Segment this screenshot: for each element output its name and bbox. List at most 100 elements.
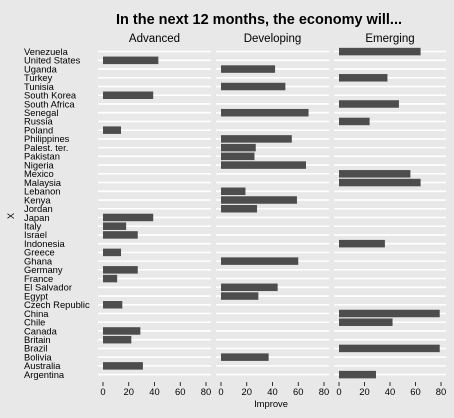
category-label-italy: Italy bbox=[24, 221, 42, 232]
bar-emerging-chile bbox=[339, 318, 393, 326]
chart-title: In the next 12 months, the economy will.… bbox=[116, 12, 402, 28]
x-axis-title: Improve bbox=[254, 398, 288, 409]
bar-advanced-poland bbox=[103, 126, 122, 134]
facet-strip-advanced bbox=[98, 30, 211, 46]
x-tick-label: 40 bbox=[149, 386, 159, 397]
x-tick-label: 60 bbox=[410, 386, 420, 397]
category-label-turkey: Turkey bbox=[24, 72, 53, 83]
facet-strip-developing bbox=[216, 30, 329, 46]
bar-advanced-britain bbox=[103, 335, 132, 344]
bar-developing-senegal bbox=[221, 108, 309, 117]
category-label-ghana: Ghana bbox=[24, 255, 53, 266]
category-label-germany: Germany bbox=[24, 264, 63, 275]
bar-emerging-malaysia bbox=[339, 178, 421, 187]
category-label-el-salvador: El Salvador bbox=[24, 282, 72, 293]
x-tick-label: 0 bbox=[336, 386, 341, 397]
bar-emerging-south-africa bbox=[339, 100, 399, 108]
category-label-china: China bbox=[24, 308, 49, 319]
x-tick-label: 20 bbox=[242, 386, 252, 397]
x-tick-label: 20 bbox=[359, 386, 369, 397]
bar-emerging-brazil bbox=[339, 344, 440, 353]
bar-emerging-venezuela bbox=[339, 47, 421, 56]
bar-emerging-indonesia bbox=[339, 239, 385, 248]
bar-emerging-russia bbox=[339, 117, 370, 126]
bar-developing-tunisia bbox=[221, 82, 286, 91]
category-label-tunisia: Tunisia bbox=[24, 81, 55, 92]
bar-developing-jordan bbox=[221, 204, 258, 213]
x-tick-label: 80 bbox=[319, 386, 329, 397]
bar-developing-el-salvador bbox=[221, 283, 278, 292]
category-label-czech-republic: Czech Republic bbox=[24, 299, 90, 310]
bar-advanced-united-states bbox=[103, 56, 159, 65]
bar-advanced-japan bbox=[103, 213, 154, 222]
bar-developing-kenya bbox=[221, 196, 297, 204]
category-label-lebanon: Lebanon bbox=[24, 186, 61, 197]
bar-advanced-italy bbox=[103, 222, 127, 230]
x-tick-label: 40 bbox=[267, 386, 277, 397]
category-label-chile: Chile bbox=[24, 317, 45, 328]
category-label-brazil: Brazil bbox=[24, 343, 47, 354]
bar-developing-egypt bbox=[221, 292, 259, 300]
bar-advanced-greece bbox=[103, 248, 122, 257]
category-label-south-africa: South Africa bbox=[24, 98, 75, 109]
bar-developing-pakistan bbox=[221, 152, 255, 161]
bar-advanced-australia bbox=[103, 362, 143, 370]
bar-developing-philippines bbox=[221, 135, 292, 143]
category-label-philippines: Philippines bbox=[24, 133, 70, 144]
category-label-greece: Greece bbox=[24, 247, 55, 258]
bar-developing-lebanon bbox=[221, 187, 246, 196]
category-label-egypt: Egypt bbox=[24, 290, 48, 301]
bar-emerging-argentina bbox=[339, 370, 376, 379]
category-label-uganda: Uganda bbox=[24, 63, 58, 74]
x-tick-label: 80 bbox=[201, 386, 211, 397]
category-label-malaysia: Malaysia bbox=[24, 177, 62, 188]
bar-advanced-france bbox=[103, 274, 118, 283]
category-label-argentina: Argentina bbox=[24, 369, 65, 380]
category-label-senegal: Senegal bbox=[24, 107, 58, 118]
x-tick-label: 20 bbox=[124, 386, 134, 397]
facet-label-developing: Developing bbox=[244, 33, 302, 45]
x-tick-label: 0 bbox=[218, 386, 223, 397]
bar-advanced-germany bbox=[103, 266, 138, 274]
bar-advanced-czech-republic bbox=[103, 301, 123, 309]
category-label-australia: Australia bbox=[24, 360, 61, 371]
bar-emerging-mexico bbox=[339, 170, 411, 178]
category-label-israel: Israel bbox=[24, 229, 47, 240]
category-label-kenya: Kenya bbox=[24, 194, 51, 205]
category-label-poland: Poland bbox=[24, 124, 53, 135]
bar-developing-nigeria bbox=[221, 161, 306, 169]
bar-developing-bolivia bbox=[221, 353, 269, 361]
category-label-united-states: United States bbox=[24, 55, 81, 66]
x-tick-label: 40 bbox=[385, 386, 395, 397]
category-label-britain: Britain bbox=[24, 334, 51, 345]
category-label-indonesia: Indonesia bbox=[24, 238, 65, 249]
category-label-japan: Japan bbox=[24, 212, 50, 223]
x-tick-label: 0 bbox=[100, 386, 105, 397]
bar-developing-palest-ter bbox=[221, 143, 256, 152]
category-label-mexico: Mexico bbox=[24, 168, 54, 179]
facet-strip-emerging bbox=[334, 30, 446, 46]
category-label-jordan: Jordan bbox=[24, 203, 53, 214]
y-axis-title: X bbox=[5, 212, 16, 219]
bar-advanced-south-korea bbox=[103, 91, 154, 99]
facet-label-advanced: Advanced bbox=[129, 33, 180, 45]
x-tick-label: 80 bbox=[436, 386, 446, 397]
x-tick-label: 60 bbox=[293, 386, 303, 397]
bar-developing-uganda bbox=[221, 65, 276, 73]
category-label-nigeria: Nigeria bbox=[24, 159, 54, 170]
bar-advanced-israel bbox=[103, 231, 138, 239]
category-label-venezuela: Venezuela bbox=[24, 46, 69, 57]
category-label-france: France bbox=[24, 273, 53, 284]
bar-emerging-turkey bbox=[339, 74, 388, 82]
category-label-south-korea: South Korea bbox=[24, 90, 77, 101]
category-label-palest-ter: Palest. ter. bbox=[24, 142, 68, 153]
category-label-russia: Russia bbox=[24, 116, 53, 127]
bar-emerging-china bbox=[339, 309, 440, 318]
facet-label-emerging: Emerging bbox=[365, 33, 414, 45]
bar-advanced-canada bbox=[103, 327, 141, 335]
category-label-pakistan: Pakistan bbox=[24, 151, 60, 162]
category-label-bolivia: Bolivia bbox=[24, 351, 52, 362]
bar-developing-ghana bbox=[221, 257, 299, 265]
panel-background-developing bbox=[216, 47, 329, 382]
